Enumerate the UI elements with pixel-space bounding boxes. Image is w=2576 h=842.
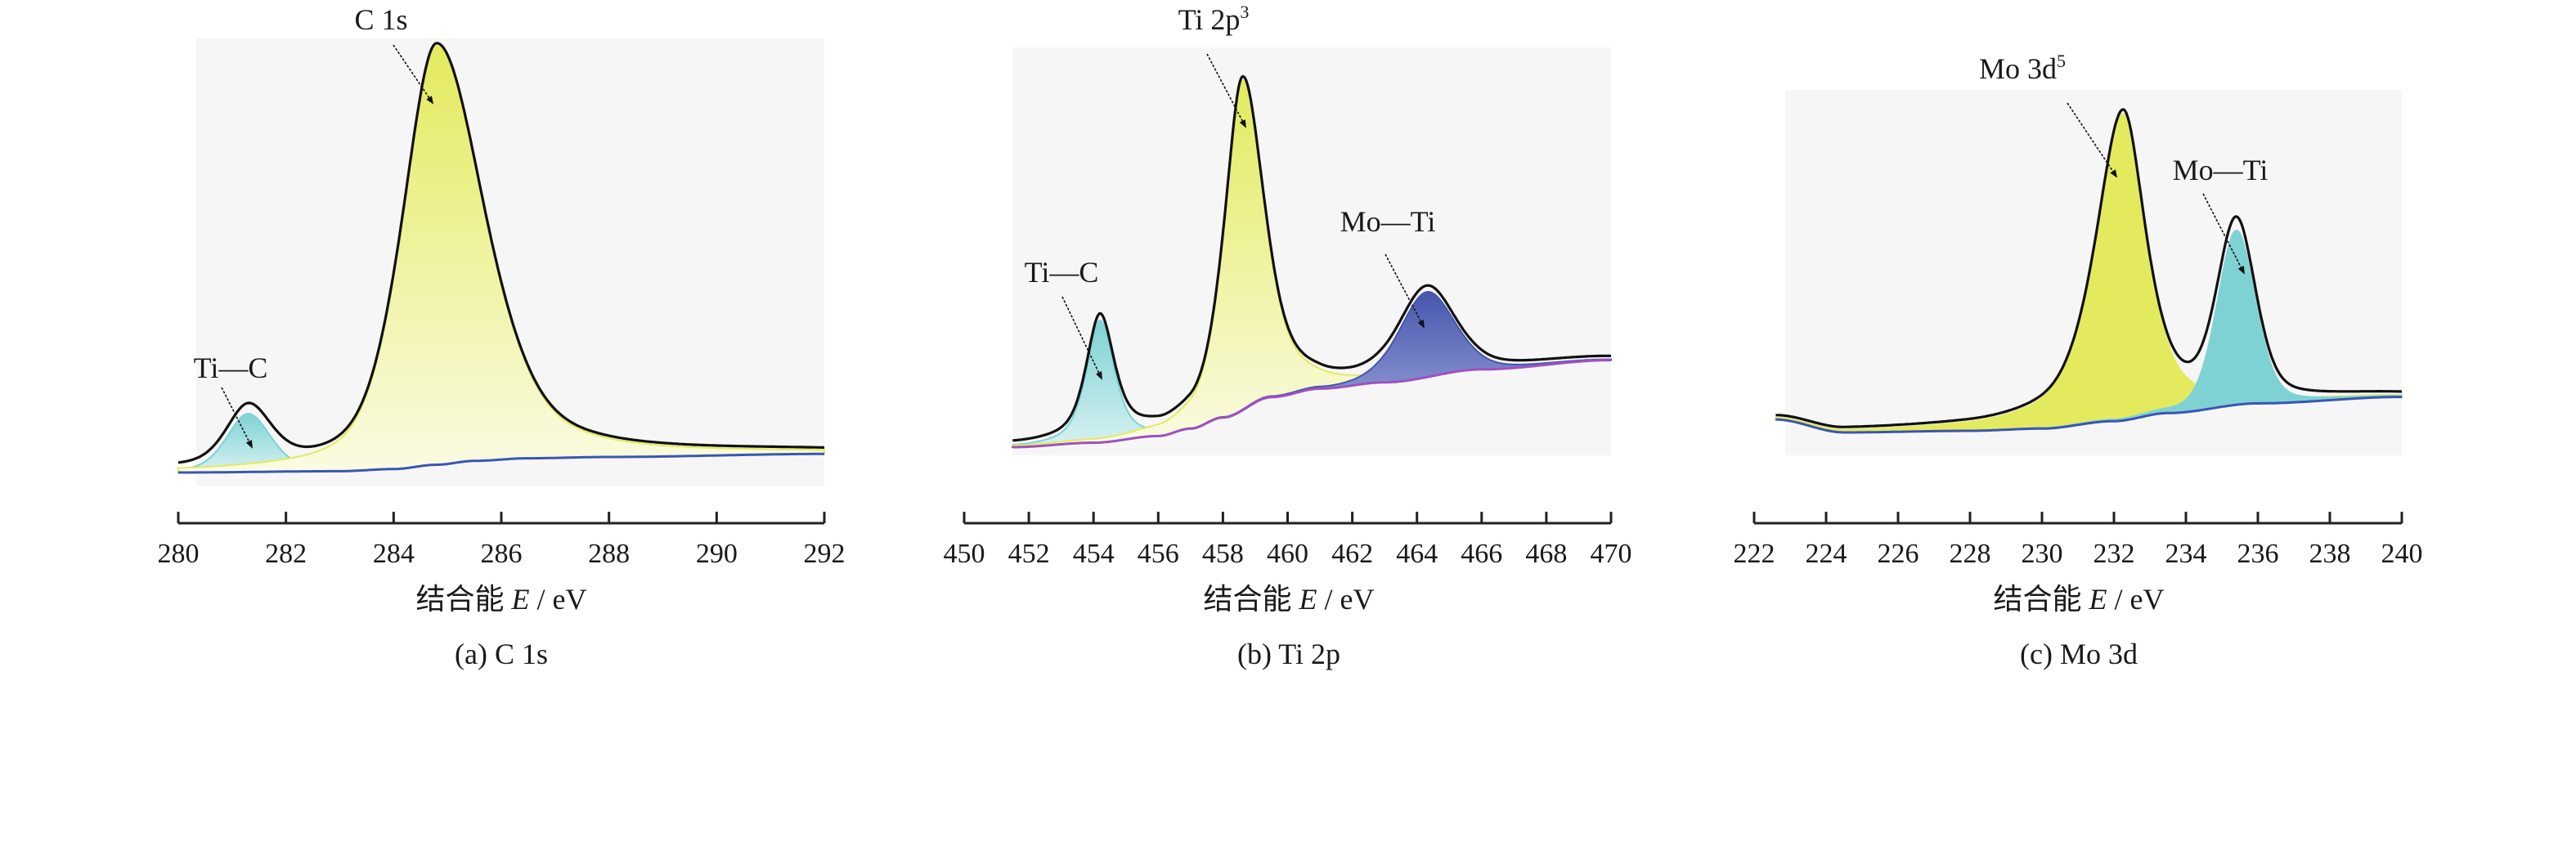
- peak-label-text: Ti 2p: [1178, 3, 1241, 36]
- panel-caption: (c) Mo 3d: [2020, 638, 2138, 670]
- x-tick-label: 230: [2022, 539, 2063, 569]
- background-line: [1012, 359, 1611, 449]
- x-tick-label: 232: [2094, 539, 2135, 569]
- peak-label: Mo—Ti: [1340, 205, 1436, 238]
- x-tick-label: 450: [944, 539, 985, 569]
- x-tick-label: 234: [2165, 539, 2207, 569]
- peak-label: Mo 3d5: [1979, 51, 2066, 85]
- x-tick-label: 454: [1073, 539, 1115, 569]
- x-tick-label: 458: [1202, 539, 1244, 569]
- x-axis-label: 结合能 E / eV: [1994, 583, 2165, 616]
- x-tick-label: 240: [2381, 539, 2423, 569]
- annotation-arrow: [1061, 296, 1102, 380]
- peak-label-text: Mo—Ti: [1340, 205, 1436, 238]
- peak-label-text: Ti—C: [1025, 256, 1099, 289]
- x-tick-label: 284: [373, 539, 415, 569]
- peak-label-text: Ti—C: [194, 352, 268, 384]
- x-axis-label-variable: E: [1299, 583, 1317, 616]
- background-line: [1775, 396, 2402, 434]
- x-axis-label-prefix: 结合能: [1994, 583, 2089, 616]
- envelope-line: [1775, 108, 2403, 428]
- peak-label: Mo—Ti: [2173, 154, 2269, 186]
- peak-label: C 1s: [354, 3, 407, 36]
- x-tick-label: 452: [1008, 539, 1050, 569]
- x-tick-label: 466: [1461, 539, 1502, 569]
- x-tick-label: 290: [696, 539, 738, 569]
- annotation-arrow: [221, 387, 253, 449]
- envelope-line: [177, 42, 824, 464]
- x-tick-label: 292: [804, 539, 846, 569]
- x-tick-label: 460: [1267, 539, 1308, 569]
- x-tick-label: 286: [481, 539, 523, 569]
- x-tick-label: 228: [1950, 539, 1991, 569]
- x-tick-label: 224: [1806, 539, 1847, 569]
- peak-label-text: Mo—Ti: [2173, 154, 2269, 186]
- x-axis-label-unit: / eV: [530, 583, 587, 616]
- envelope-line: [1012, 74, 1611, 442]
- x-axis-label: 结合能 E / eV: [1204, 583, 1375, 616]
- x-tick-label: 470: [1591, 539, 1632, 569]
- x-axis-label: 结合能 E / eV: [416, 583, 587, 616]
- x-tick-label: 282: [265, 539, 307, 569]
- annotation-arrow: [1206, 53, 1246, 128]
- x-axis-label-variable: E: [511, 583, 530, 616]
- x-tick-label: 462: [1331, 539, 1373, 569]
- x-axis-label-variable: E: [2089, 583, 2107, 616]
- annotation-arrow: [1384, 253, 1425, 329]
- peak-label: Ti—C: [194, 352, 268, 384]
- x-tick-label: 236: [2237, 539, 2279, 569]
- x-tick-label: 226: [1878, 539, 1919, 569]
- panel-c: 222 224 226 228 230 232 234 236 238 240 结合能 E / eV…: [1734, 51, 2423, 670]
- panel-caption: (a) C 1s: [455, 638, 548, 670]
- annotation-arrow: [2067, 102, 2118, 178]
- x-axis-label-unit: / eV: [1317, 583, 1375, 616]
- peak-label-superscript: 5: [2057, 51, 2066, 71]
- annotation-arrow: [393, 44, 434, 105]
- x-axis-label-prefix: 结合能: [1204, 583, 1299, 616]
- panel-b: 450 452 454 456 458 460 462 464 466 468 470 结合能 E /…: [944, 2, 1632, 670]
- peak-label: Ti 2p3: [1178, 2, 1250, 36]
- x-tick-label: 280: [158, 539, 200, 569]
- background-line: [178, 452, 824, 474]
- panel-a: 280 282 284 286 288 290 292 结合能 E / eV (a) C 1s C…: [158, 3, 846, 670]
- annotation-arrow: [2202, 193, 2245, 275]
- x-tick-label: 456: [1138, 539, 1179, 569]
- peak-label: Ti—C: [1025, 256, 1099, 289]
- peak-label-superscript: 3: [1240, 2, 1249, 22]
- panel-caption: (b) Ti 2p: [1237, 638, 1340, 670]
- x-tick-label: 238: [2309, 539, 2351, 569]
- x-tick-label: 288: [588, 539, 630, 569]
- x-tick-label: 222: [1734, 539, 1775, 569]
- peak-label-text: Mo 3d: [1979, 52, 2057, 85]
- peak-label-text: C 1s: [354, 3, 407, 36]
- x-tick-label: 468: [1525, 539, 1567, 569]
- x-axis-label-prefix: 结合能: [416, 583, 512, 616]
- x-tick-label: 464: [1396, 539, 1438, 569]
- x-axis-label-unit: / eV: [2107, 583, 2165, 616]
